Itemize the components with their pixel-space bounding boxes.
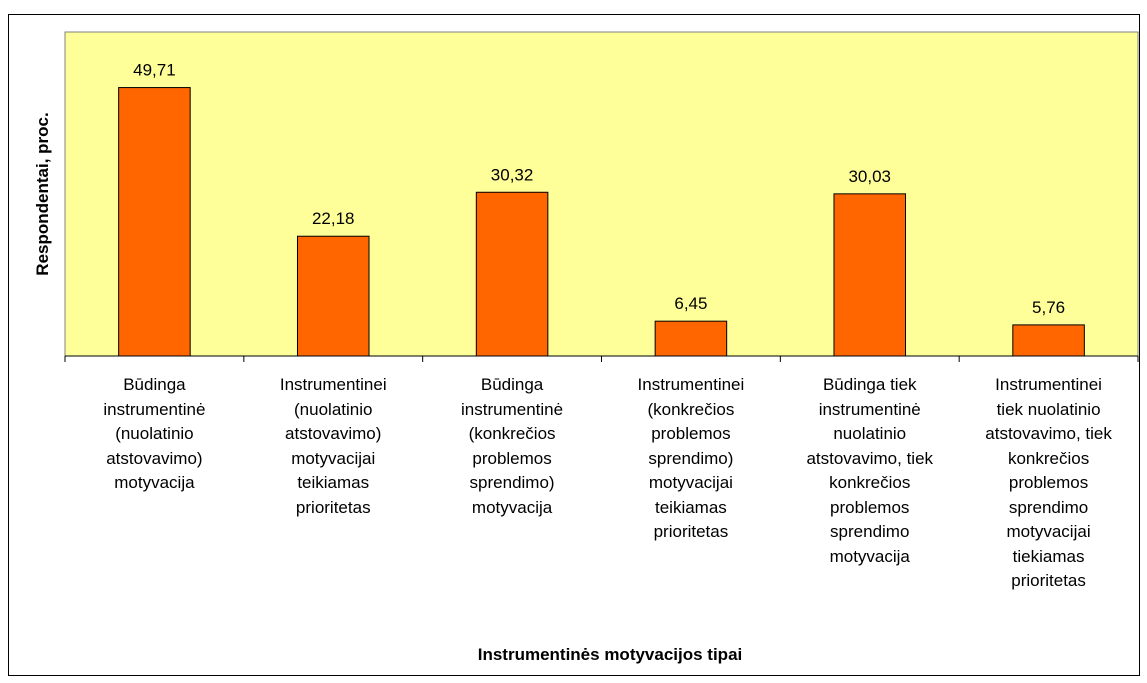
x-tick-label: Instrumentinei (nuolatinio atstovavimo) … <box>279 375 387 517</box>
value-label: 49,71 <box>133 61 176 80</box>
y-axis-title: Respondentai, proc. <box>33 112 52 275</box>
x-axis-title: Instrumentinės motyvacijos tipai <box>478 645 743 664</box>
bar <box>833 193 907 357</box>
value-label: 30,03 <box>848 167 891 186</box>
bar <box>654 320 728 357</box>
x-tick-label: Instrumentinei (konkrečios problemos spr… <box>637 375 745 541</box>
bar <box>296 235 370 357</box>
x-tick-label: Būdinga tiek instrumentinė nuolatinio at… <box>806 375 934 566</box>
value-label: 5,76 <box>1032 298 1065 317</box>
x-tick-label: Būdinga instrumentinė (nuolatinio atstov… <box>103 375 206 492</box>
bar <box>1012 324 1085 357</box>
plot-area <box>64 31 1139 357</box>
value-label: 6,45 <box>674 294 707 313</box>
x-tick-label: Instrumentinei tiek nuolatinio atstovavi… <box>985 375 1112 590</box>
bar <box>475 191 549 357</box>
value-label: 30,32 <box>491 165 534 184</box>
x-tick-label: Būdinga instrumentinė (konkrečios proble… <box>461 375 564 517</box>
value-label: 22,18 <box>312 209 355 228</box>
bar <box>118 87 191 357</box>
